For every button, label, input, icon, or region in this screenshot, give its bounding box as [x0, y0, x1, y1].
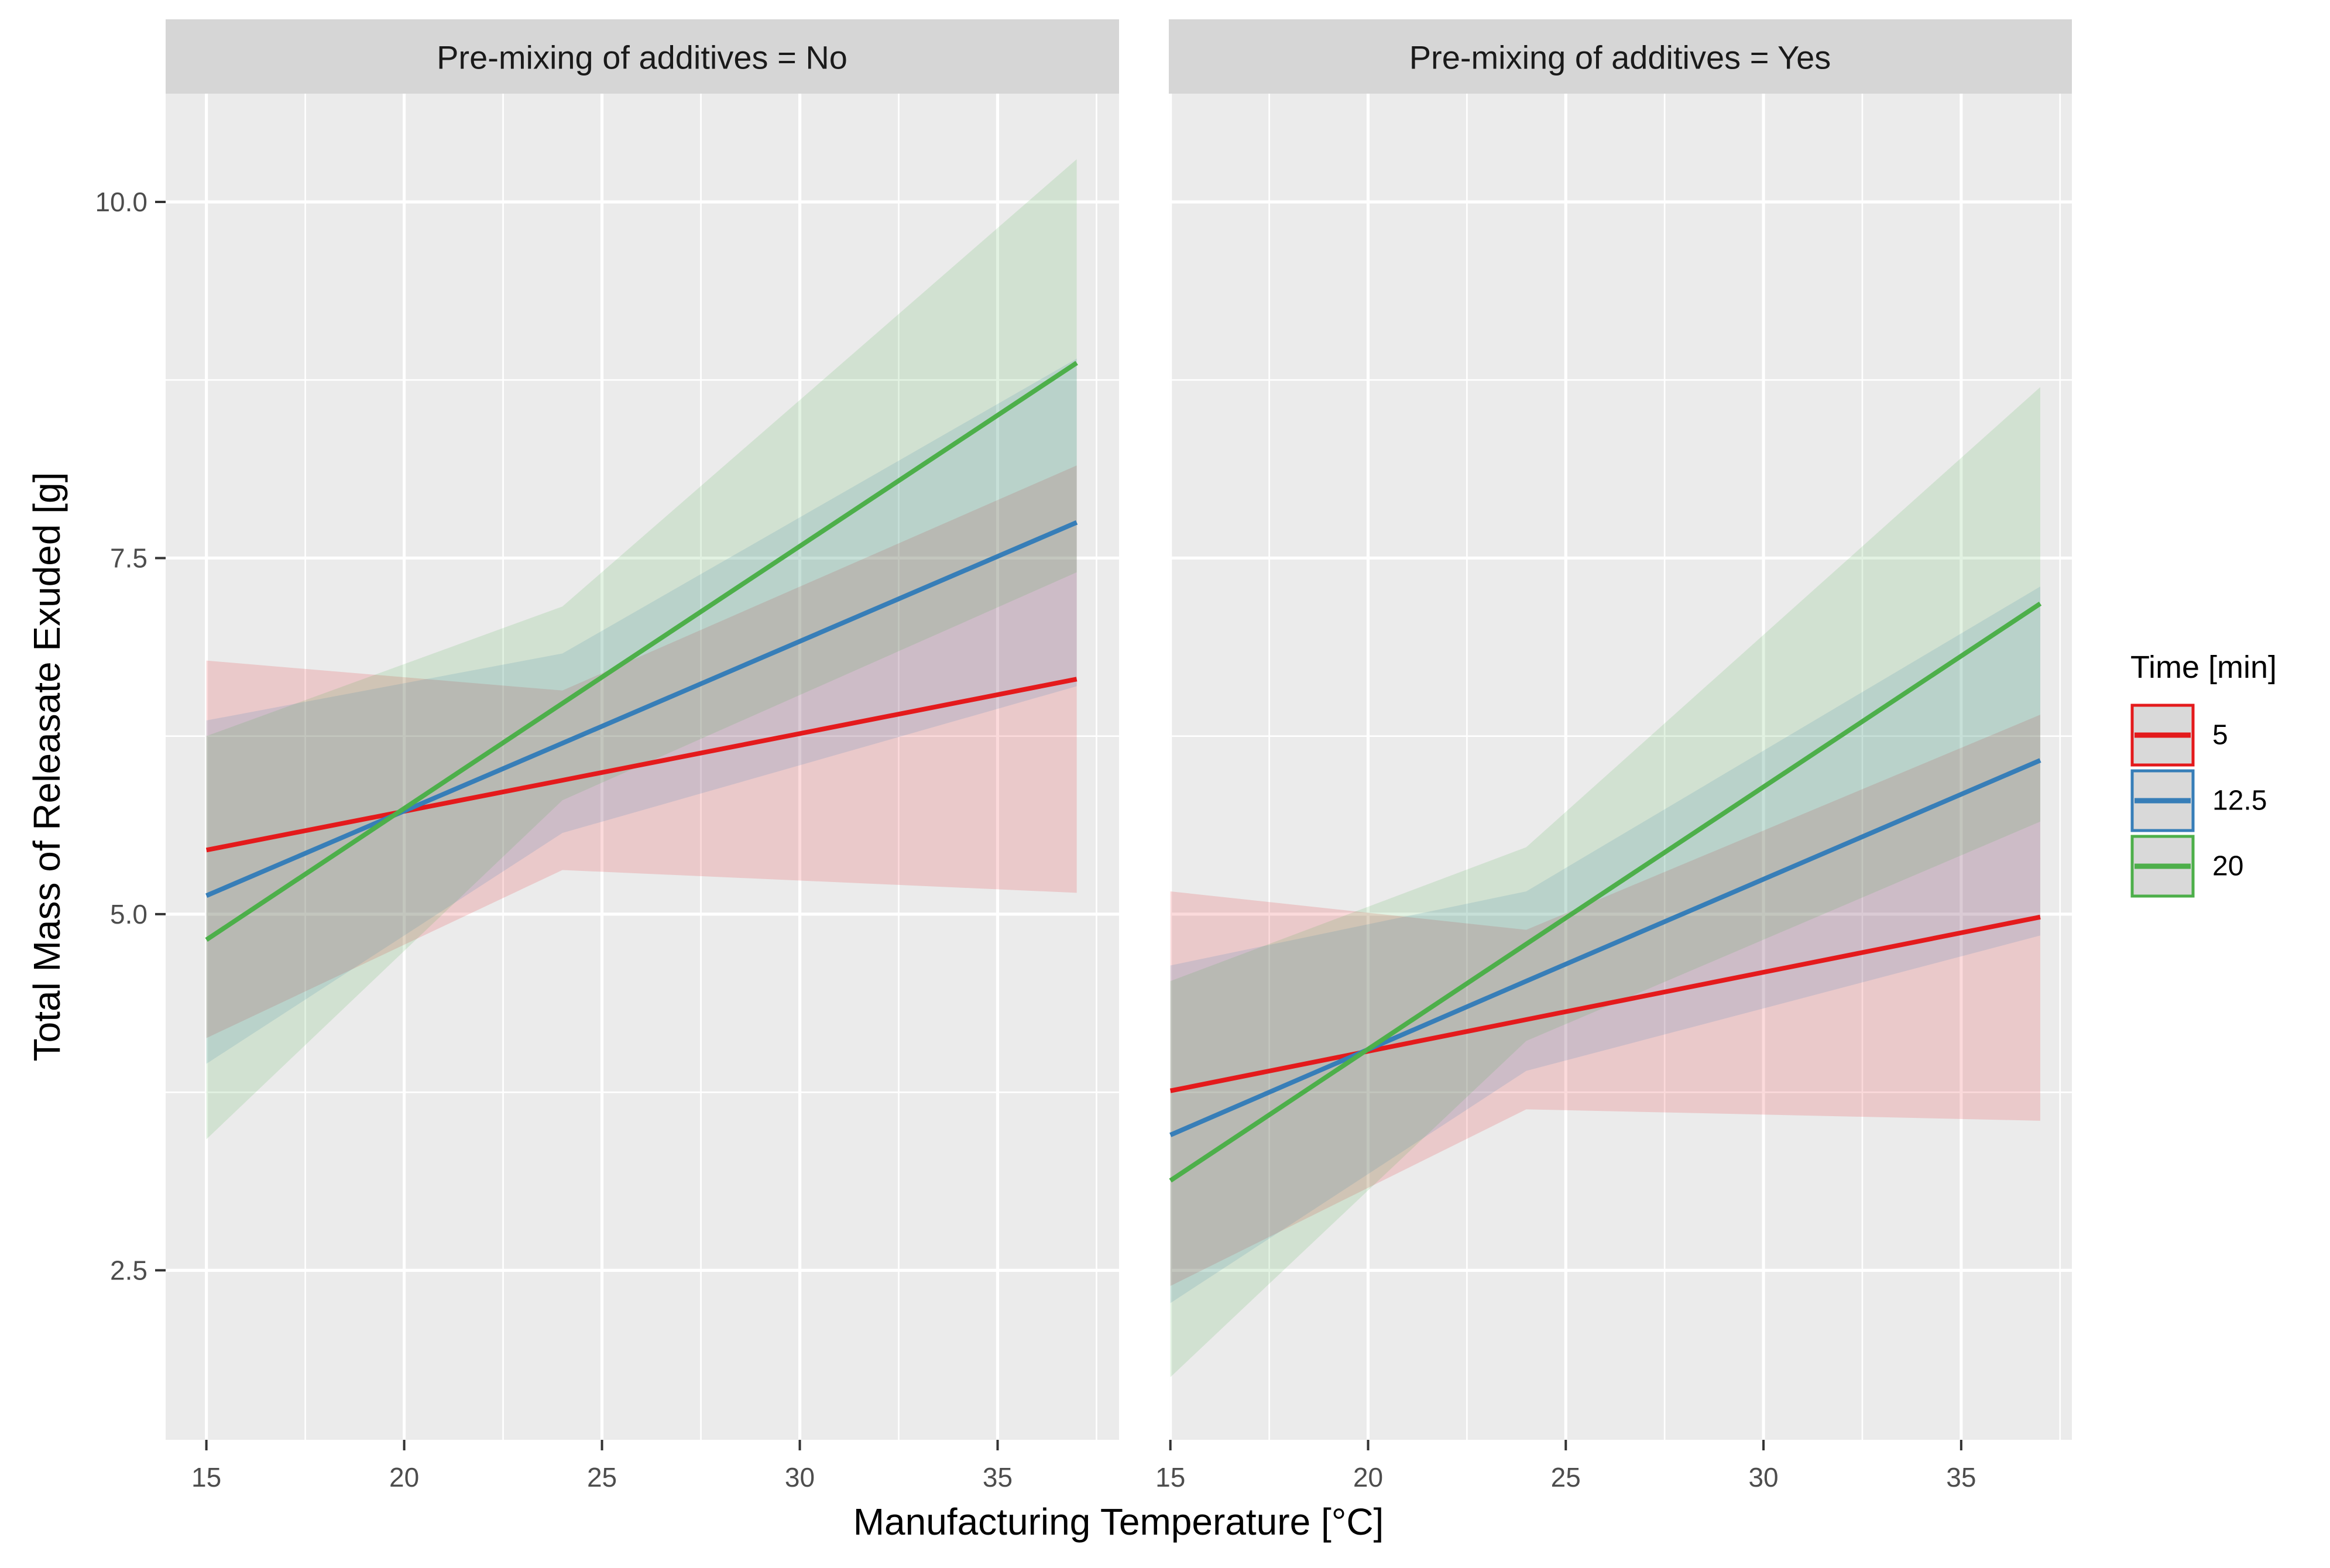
- ribbon-5: [1170, 715, 2040, 1286]
- x-axis-tick-label: 15: [191, 1462, 221, 1492]
- ribbon-5: [206, 465, 1077, 1038]
- legend-label-12.5: 12.5: [2212, 785, 2267, 816]
- x-axis-tick-label: 20: [389, 1462, 419, 1492]
- y-axis-title: Total Mass of Releasate Exuded [g]: [26, 472, 68, 1062]
- legend-label-5: 5: [2212, 720, 2228, 751]
- y-axis-tick-label: 10.0: [95, 187, 147, 217]
- x-axis-tick-label: 20: [1353, 1462, 1383, 1492]
- facet-strip-no: [166, 19, 1119, 94]
- x-axis-tick-label: 30: [785, 1462, 815, 1492]
- y-axis-tick-label: 2.5: [110, 1255, 147, 1285]
- trend-line-20: [1169, 601, 2042, 1183]
- panel-no: [166, 94, 1119, 1440]
- x-axis-tick-label: 35: [1946, 1462, 1976, 1492]
- legend-keys: 5 12.5 20: [2130, 704, 2267, 898]
- ribbon-20: [1170, 387, 2040, 1377]
- y-axis-tick-label: 5.0: [110, 899, 147, 929]
- x-axis-tick-label: 25: [1551, 1462, 1581, 1492]
- axes-layer: 15 20 25 30 35 15 20 25 30 35 2.5 5.0 7.5 10.0: [95, 187, 1976, 1492]
- panel-yes: [1169, 94, 2072, 1440]
- legend-label-20: 20: [2212, 851, 2243, 882]
- panels-layer: [166, 94, 2072, 1440]
- facet-strip-yes: [1169, 19, 2072, 94]
- x-axis-title: Manufacturing Temperature [°C]: [853, 1501, 1384, 1543]
- trend-line-5: [1169, 914, 2041, 1093]
- trend-line-12.5: [1169, 758, 2041, 1137]
- legend-title: Time [min]: [2130, 650, 2277, 685]
- y-axis-tick-label: 7.5: [110, 543, 147, 573]
- trend-line-20: [205, 361, 1078, 942]
- trend-line-12.5: [205, 520, 1078, 898]
- facet-strip-label-yes: Pre-mixing of additives = Yes: [1409, 39, 1831, 76]
- trend-line-5: [205, 677, 1078, 853]
- panel-background: [1169, 94, 2072, 1440]
- x-axis-tick-label: 35: [983, 1462, 1013, 1492]
- x-axis-tick-label: 15: [1155, 1462, 1185, 1492]
- x-axis-tick-label: 25: [587, 1462, 617, 1492]
- facet-strips: Pre-mixing of additives = No Pre-mixing …: [166, 19, 2072, 94]
- legend: Time [min] 5 12.5 20: [2130, 650, 2277, 898]
- facet-strip-label-no: Pre-mixing of additives = No: [437, 39, 847, 76]
- x-axis-tick-label: 30: [1748, 1462, 1778, 1492]
